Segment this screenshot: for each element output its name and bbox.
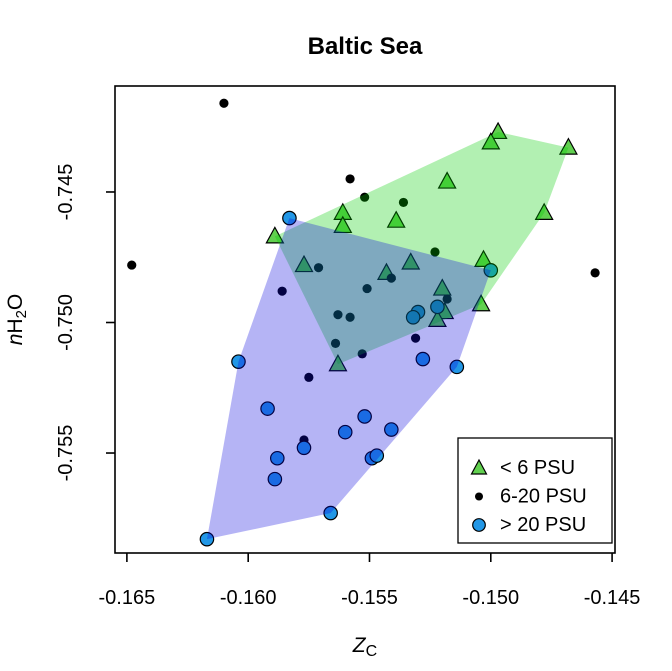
point-20-psu xyxy=(369,448,385,463)
point-6-psu xyxy=(534,202,554,220)
point-20-psu xyxy=(199,531,215,547)
point-20-psu xyxy=(415,351,431,367)
point-6-psu xyxy=(481,132,501,150)
point-6-psu xyxy=(432,278,452,296)
x-tick-label-2: -0.155 xyxy=(341,587,398,609)
point-6-20-psu xyxy=(590,268,600,278)
x-tick-label-4: -0.145 xyxy=(584,587,641,609)
point-20-psu xyxy=(337,424,353,440)
point-6-20-psu xyxy=(277,286,287,296)
point-6-20-psu xyxy=(330,338,341,348)
point-20-psu xyxy=(267,471,283,487)
chart-title: Baltic Sea xyxy=(308,33,423,60)
point-6-psu xyxy=(471,293,491,312)
point-6-20-psu xyxy=(304,372,314,382)
point-6-20-psu xyxy=(127,260,137,270)
point-6-20-psu xyxy=(442,294,452,304)
point-20-psu xyxy=(260,401,275,416)
legend-label-6-psu: < 6 PSU xyxy=(500,457,575,479)
point-6-20-psu xyxy=(345,174,355,184)
point-6-20-psu xyxy=(430,247,440,257)
point-20-psu xyxy=(357,409,372,424)
point-20-psu xyxy=(483,262,499,278)
y-tick-label-0: -0.745 xyxy=(55,164,77,221)
point-6-psu xyxy=(488,121,508,140)
point-6-psu xyxy=(265,226,285,244)
hull-20-psu xyxy=(206,218,491,540)
legend-label-6-20-psu: 6-20 PSU xyxy=(500,486,587,508)
x-tick-label-3: -0.150 xyxy=(462,587,519,609)
point-6-psu xyxy=(437,171,457,189)
axes-layer: -0.165 -0.160 -0.155 -0.150 -0.145 -0.745 -0.7… xyxy=(4,85,641,660)
point-6-20-psu xyxy=(386,273,396,283)
point-20-psu xyxy=(282,210,297,226)
point-6-20-psu xyxy=(357,349,367,359)
point-6-20-psu xyxy=(333,310,343,320)
point-6-20-psu xyxy=(219,98,229,108)
point-6-20-psu xyxy=(345,312,355,322)
legend-marker-6-20-psu xyxy=(475,492,483,501)
point-6-psu xyxy=(473,249,494,267)
point-6-psu xyxy=(558,137,578,155)
y-tick-label-2: -0.755 xyxy=(55,425,77,482)
y-tick-label-1: -0.750 xyxy=(55,294,77,351)
x-axis-label: ZC xyxy=(352,634,377,660)
point-20-psu xyxy=(269,450,285,466)
x-tick-label-0: -0.165 xyxy=(99,587,156,609)
legend-label-20-psu: > 20 PSU xyxy=(500,514,586,536)
legend: < 6 PSU 6-20 PSU > 20 PSU xyxy=(457,437,613,544)
point-20-psu xyxy=(449,359,465,375)
point-6-psu xyxy=(401,252,421,270)
point-6-20-psu xyxy=(398,197,409,208)
x-tick-label-1: -0.160 xyxy=(220,587,277,609)
hull-6-psu xyxy=(274,131,569,365)
point-20-psu xyxy=(430,299,445,315)
point-6-20-psu xyxy=(362,283,372,294)
point-6-psu xyxy=(333,215,353,234)
point-6-20-psu xyxy=(410,333,421,343)
y-axis-label: nH2O xyxy=(4,294,30,346)
convex-hulls-layer xyxy=(206,131,569,540)
point-20-psu xyxy=(323,505,338,521)
legend-marker-6-psu xyxy=(470,458,488,475)
point-6-psu xyxy=(294,254,314,273)
point-20-psu xyxy=(231,354,246,369)
point-20-psu xyxy=(384,422,399,437)
point-6-20-psu xyxy=(360,192,370,202)
point-6-psu xyxy=(386,210,406,228)
point-6-20-psu xyxy=(313,263,324,273)
data-points-layer xyxy=(127,98,600,547)
point-20-psu xyxy=(405,309,421,325)
point-6-psu xyxy=(328,354,348,372)
legend-marker-20-psu xyxy=(472,518,486,532)
plot-border xyxy=(114,85,616,554)
point-20-psu xyxy=(296,440,312,456)
point-6-psu xyxy=(427,309,447,327)
